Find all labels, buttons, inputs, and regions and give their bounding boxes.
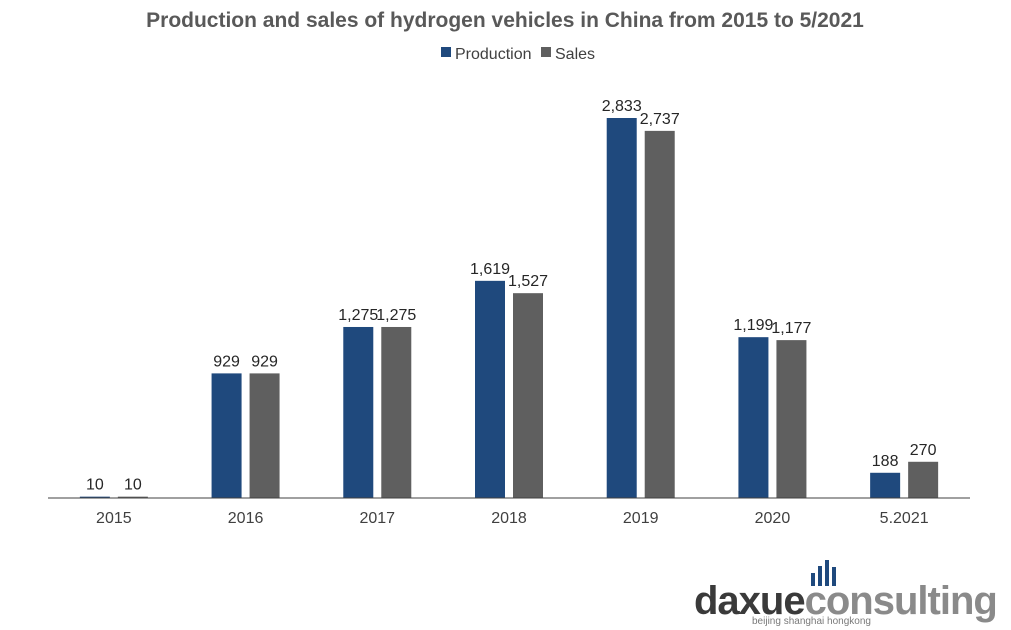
value-label-production-2019: 2,833 (602, 98, 642, 115)
x-tick-label-2017: 2017 (359, 510, 395, 527)
value-label-sales-2018: 1,527 (508, 273, 548, 290)
value-label-sales-5.2021: 270 (910, 442, 937, 459)
value-label-sales-2020: 1,177 (771, 320, 811, 337)
value-label-production-2017: 1,275 (338, 307, 378, 324)
bar-production-5.2021 (870, 473, 900, 498)
x-tick-labels-group: 2015 2016 2017 2018 2019 2020 5.2021 (96, 510, 929, 527)
logo-tagline: beijing shanghai hongkong (752, 616, 871, 627)
bars-group (80, 118, 938, 498)
legend-label-production: Production (455, 46, 532, 63)
value-label-sales-2016: 929 (251, 353, 278, 370)
x-tick-label-5.2021: 5.2021 (880, 510, 929, 527)
legend-swatch-production (441, 47, 451, 57)
value-label-production-2018: 1,619 (470, 261, 510, 278)
value-label-production-5.2021: 188 (872, 453, 899, 470)
chart-title: Production and sales of hydrogen vehicle… (146, 9, 864, 32)
x-tick-label-2015: 2015 (96, 510, 132, 527)
chart-legend: Production Sales (441, 46, 595, 63)
bar-production-2020 (738, 337, 768, 498)
x-tick-label-2019: 2019 (623, 510, 659, 527)
bar-production-2017 (343, 327, 373, 498)
bar-sales-2019 (645, 131, 675, 498)
value-label-sales-2017: 1,275 (376, 307, 416, 324)
x-tick-label-2020: 2020 (755, 510, 791, 527)
bar-sales-5.2021 (908, 462, 938, 498)
bar-production-2019 (607, 118, 637, 498)
daxue-consulting-logo: daxueconsulting beijing shanghai hongkon… (694, 560, 997, 627)
bar-sales-2018 (513, 293, 543, 498)
bar-sales-2016 (250, 373, 280, 498)
x-tick-label-2016: 2016 (228, 510, 264, 527)
legend-label-sales: Sales (555, 46, 595, 63)
value-label-sales-2019: 2,737 (640, 111, 680, 128)
bar-production-2016 (212, 373, 242, 498)
bar-production-2018 (475, 281, 505, 498)
x-tick-label-2018: 2018 (491, 510, 527, 527)
value-label-production-2015: 10 (86, 477, 104, 494)
value-label-production-2020: 1,199 (733, 317, 773, 334)
value-label-production-2016: 929 (213, 353, 240, 370)
hydrogen-vehicles-bar-chart: Production and sales of hydrogen vehicle… (0, 0, 1011, 630)
bar-sales-2017 (381, 327, 411, 498)
legend-swatch-sales (541, 47, 551, 57)
value-label-sales-2015: 10 (124, 477, 142, 494)
bar-sales-2020 (776, 340, 806, 498)
